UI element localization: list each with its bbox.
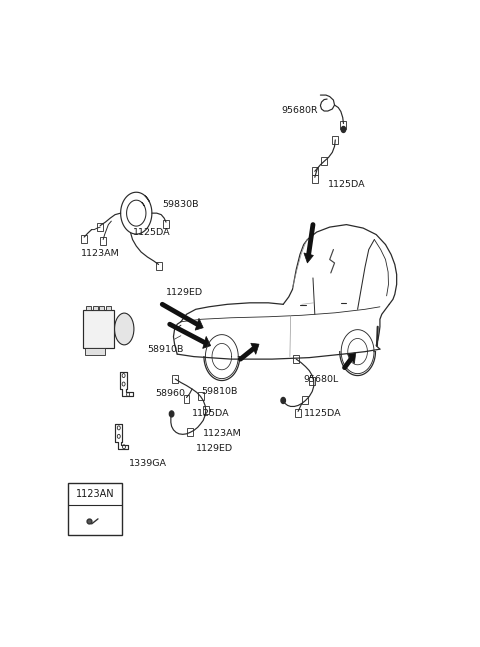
Circle shape bbox=[122, 382, 125, 386]
Bar bbox=[340, 122, 347, 129]
Text: 95680R: 95680R bbox=[281, 105, 318, 115]
Bar bbox=[198, 393, 204, 400]
Bar bbox=[312, 168, 318, 175]
Bar bbox=[93, 306, 97, 311]
Circle shape bbox=[281, 397, 286, 404]
Text: 1123AM: 1123AM bbox=[81, 248, 119, 258]
Text: 95680L: 95680L bbox=[304, 375, 339, 384]
Text: 58910B: 58910B bbox=[147, 345, 184, 354]
Circle shape bbox=[341, 126, 346, 133]
Ellipse shape bbox=[115, 313, 134, 345]
Bar bbox=[183, 395, 190, 403]
Text: 1129ED: 1129ED bbox=[166, 289, 203, 298]
Bar bbox=[295, 409, 301, 417]
Text: 58960: 58960 bbox=[155, 389, 185, 399]
Bar bbox=[86, 306, 91, 311]
Bar bbox=[97, 223, 103, 231]
Circle shape bbox=[122, 373, 125, 378]
Text: 1129ED: 1129ED bbox=[196, 444, 233, 454]
Bar bbox=[68, 483, 122, 535]
Circle shape bbox=[117, 434, 120, 438]
Circle shape bbox=[122, 444, 125, 449]
Text: 59810B: 59810B bbox=[202, 387, 238, 396]
Bar bbox=[321, 157, 327, 166]
Bar bbox=[332, 136, 338, 144]
Bar bbox=[99, 306, 104, 311]
Bar bbox=[100, 237, 106, 245]
Bar bbox=[106, 306, 111, 311]
Bar bbox=[85, 347, 106, 355]
Bar bbox=[187, 428, 193, 436]
Text: 1123AM: 1123AM bbox=[203, 430, 242, 439]
Bar bbox=[312, 175, 318, 182]
Polygon shape bbox=[348, 353, 356, 364]
Text: 59830B: 59830B bbox=[162, 200, 199, 209]
Polygon shape bbox=[195, 318, 203, 330]
Bar bbox=[172, 375, 178, 383]
Bar bbox=[81, 235, 87, 243]
Text: 1125DA: 1125DA bbox=[328, 181, 365, 190]
Text: 1123AN: 1123AN bbox=[76, 488, 114, 499]
Text: 1125DA: 1125DA bbox=[132, 228, 170, 237]
Text: 1125DA: 1125DA bbox=[192, 410, 230, 419]
Text: 1339GA: 1339GA bbox=[129, 459, 167, 468]
Polygon shape bbox=[251, 343, 259, 355]
Bar bbox=[83, 311, 114, 347]
Bar bbox=[293, 355, 299, 363]
Text: 1125DA: 1125DA bbox=[304, 410, 341, 419]
Bar bbox=[163, 219, 169, 228]
Circle shape bbox=[127, 393, 130, 397]
Polygon shape bbox=[203, 336, 211, 349]
Circle shape bbox=[169, 411, 174, 417]
Bar bbox=[302, 397, 308, 404]
Bar bbox=[156, 262, 162, 270]
Polygon shape bbox=[304, 253, 313, 263]
Circle shape bbox=[117, 426, 120, 430]
Bar bbox=[203, 406, 209, 415]
Bar bbox=[309, 377, 315, 384]
